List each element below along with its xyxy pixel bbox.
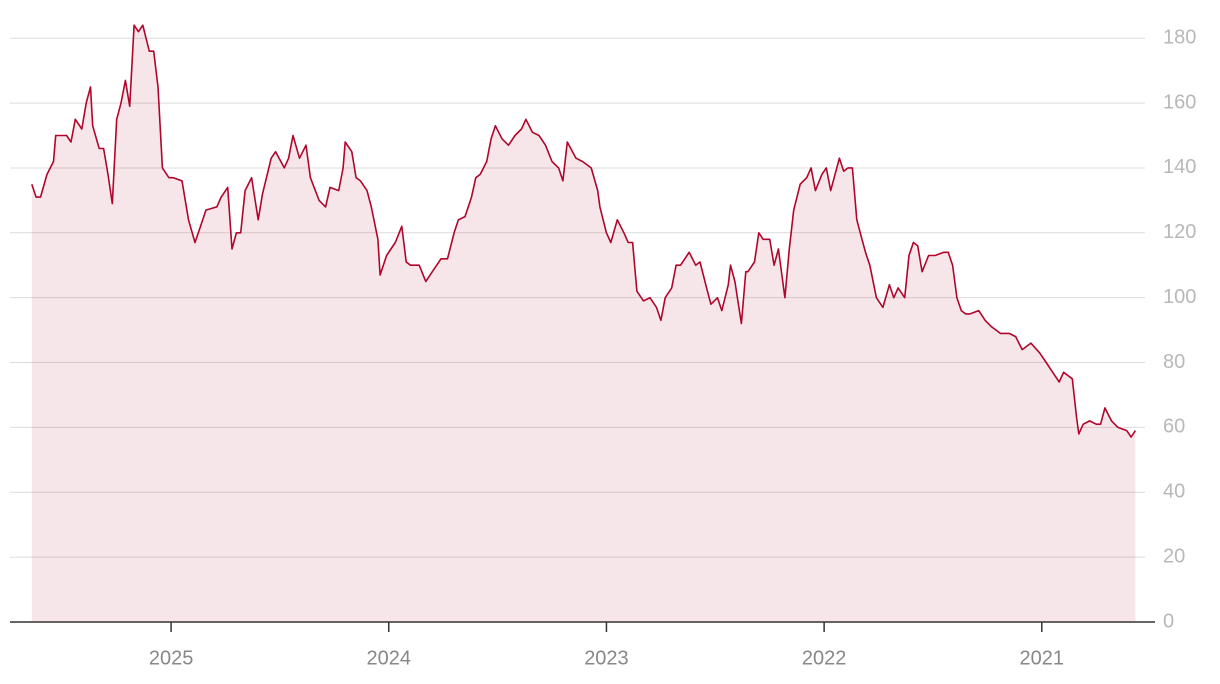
y-tick-label: 60	[1163, 416, 1185, 438]
y-tick-label: 100	[1163, 286, 1196, 308]
y-tick-label: 20	[1163, 545, 1185, 567]
area	[31, 25, 1136, 622]
y-tick-label: 0	[1163, 610, 1174, 632]
y-tick-label: 40	[1163, 481, 1185, 503]
y-tick-label: 140	[1163, 156, 1196, 178]
y-tick-label: 160	[1163, 91, 1196, 113]
x-tick-label: 2021	[1020, 647, 1065, 669]
x-tick-label: 2024	[367, 647, 412, 669]
y-tick-label: 80	[1163, 351, 1185, 373]
line	[31, 24, 1137, 438]
y-tick-label: 180	[1163, 26, 1196, 48]
x-tick-label: 2022	[802, 647, 847, 669]
x-tick-label: 2025	[149, 647, 194, 669]
y-tick-label: 120	[1163, 221, 1196, 243]
x-tick-label: 2023	[584, 647, 629, 669]
